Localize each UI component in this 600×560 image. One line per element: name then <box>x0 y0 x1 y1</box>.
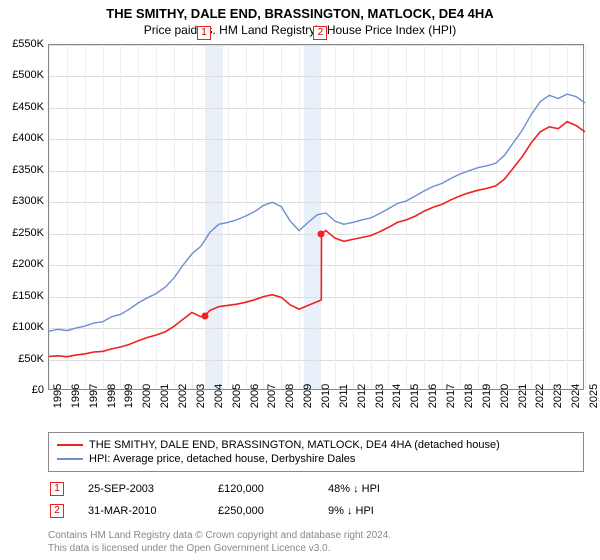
y-tick-label: £100K <box>4 321 44 333</box>
chart-container: THE SMITHY, DALE END, BRASSINGTON, MATLO… <box>0 0 600 560</box>
plot-area <box>48 44 584 390</box>
x-tick-label: 2020 <box>499 384 511 408</box>
y-tick-label: £550K <box>4 38 44 50</box>
sale-date: 31-MAR-2010 <box>88 505 218 517</box>
y-tick-label: £300K <box>4 195 44 207</box>
x-tick-label: 2018 <box>463 384 475 408</box>
series-svg <box>49 45 585 391</box>
legend: THE SMITHY, DALE END, BRASSINGTON, MATLO… <box>48 432 584 472</box>
x-tick-label: 2011 <box>338 384 350 408</box>
sale-diff: 9% ↓ HPI <box>328 505 448 517</box>
sales-table: 125-SEP-2003£120,00048% ↓ HPI231-MAR-201… <box>48 478 584 522</box>
x-tick-label: 2004 <box>213 384 225 408</box>
x-tick-label: 2024 <box>570 384 582 408</box>
legend-label: HPI: Average price, detached house, Derb… <box>89 453 355 465</box>
x-tick-label: 1997 <box>88 384 100 408</box>
x-tick-label: 2019 <box>481 384 493 408</box>
sale-marker-dot <box>318 230 325 237</box>
x-tick-label: 2002 <box>177 384 189 408</box>
y-tick-label: £150K <box>4 290 44 302</box>
gridline <box>585 45 586 389</box>
y-tick-label: £200K <box>4 258 44 270</box>
sale-row: 125-SEP-2003£120,00048% ↓ HPI <box>48 478 584 500</box>
legend-item: THE SMITHY, DALE END, BRASSINGTON, MATLO… <box>57 438 575 452</box>
sale-index: 1 <box>48 482 88 496</box>
legend-swatch <box>57 444 83 446</box>
x-tick-label: 2012 <box>356 384 368 408</box>
y-tick-label: £400K <box>4 132 44 144</box>
x-tick-label: 2014 <box>391 384 403 408</box>
x-tick-label: 2005 <box>231 384 243 408</box>
sale-price: £250,000 <box>218 505 328 517</box>
sale-marker-box: 2 <box>313 26 327 40</box>
x-tick-label: 2022 <box>534 384 546 408</box>
x-tick-label: 2016 <box>427 384 439 408</box>
footer-line-1: Contains HM Land Registry data © Crown c… <box>48 530 391 541</box>
x-tick-label: 2000 <box>141 384 153 408</box>
y-tick-label: £350K <box>4 164 44 176</box>
x-tick-label: 1995 <box>52 384 64 408</box>
y-tick-label: £0 <box>4 384 44 396</box>
x-tick-label: 1996 <box>70 384 82 408</box>
sale-marker-dot <box>201 312 208 319</box>
sale-row: 231-MAR-2010£250,0009% ↓ HPI <box>48 500 584 522</box>
x-tick-label: 2017 <box>445 384 457 408</box>
x-tick-label: 2001 <box>159 384 171 408</box>
y-tick-label: £450K <box>4 101 44 113</box>
chart-subtitle: Price paid vs. HM Land Registry's House … <box>0 21 600 41</box>
x-tick-label: 1998 <box>106 384 118 408</box>
y-tick-label: £50K <box>4 353 44 365</box>
legend-swatch <box>57 458 83 460</box>
x-tick-label: 2015 <box>409 384 421 408</box>
sale-diff: 48% ↓ HPI <box>328 483 448 495</box>
x-tick-label: 2006 <box>249 384 261 408</box>
x-tick-label: 2010 <box>320 384 332 408</box>
x-tick-label: 2003 <box>195 384 207 408</box>
sale-index: 2 <box>48 504 88 518</box>
series-hpi <box>49 94 585 331</box>
series-property <box>49 122 585 357</box>
y-tick-label: £250K <box>4 227 44 239</box>
x-tick-label: 2025 <box>588 384 600 408</box>
sale-price: £120,000 <box>218 483 328 495</box>
x-tick-label: 2021 <box>517 384 529 408</box>
x-tick-label: 2013 <box>374 384 386 408</box>
x-tick-label: 2023 <box>552 384 564 408</box>
x-tick-label: 1999 <box>123 384 135 408</box>
sale-marker-box: 1 <box>197 26 211 40</box>
footer-line-2: This data is licensed under the Open Gov… <box>48 543 330 554</box>
legend-label: THE SMITHY, DALE END, BRASSINGTON, MATLO… <box>89 439 500 451</box>
y-tick-label: £500K <box>4 69 44 81</box>
sale-date: 25-SEP-2003 <box>88 483 218 495</box>
x-tick-label: 2009 <box>302 384 314 408</box>
legend-item: HPI: Average price, detached house, Derb… <box>57 452 575 466</box>
chart-title: THE SMITHY, DALE END, BRASSINGTON, MATLO… <box>0 0 600 21</box>
x-tick-label: 2007 <box>266 384 278 408</box>
x-tick-label: 2008 <box>284 384 296 408</box>
